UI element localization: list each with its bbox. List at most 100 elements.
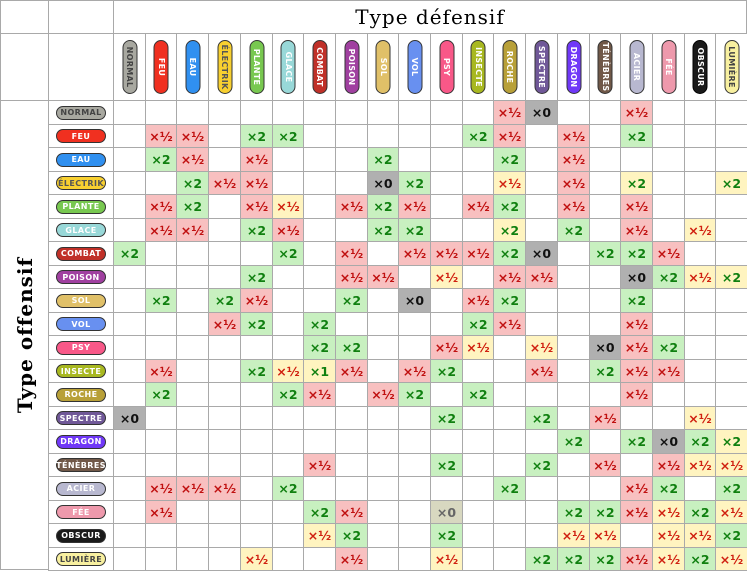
multiplier-value: ×2 bbox=[404, 175, 425, 191]
effectiveness-cell: ×½ bbox=[684, 218, 716, 242]
effectiveness-cell bbox=[462, 147, 494, 172]
effectiveness-cell bbox=[303, 124, 336, 148]
multiplier-value: ×2 bbox=[595, 551, 615, 567]
multiplier-value: ×2 bbox=[626, 128, 647, 144]
effectiveness-cell bbox=[113, 453, 146, 477]
effectiveness-cell bbox=[335, 100, 368, 125]
type-label: SOL bbox=[71, 296, 91, 305]
effectiveness-cell bbox=[113, 100, 146, 125]
type-pill: EAU bbox=[185, 40, 200, 94]
type-label: GLACE bbox=[283, 51, 293, 83]
effectiveness-cell: ×2 bbox=[240, 218, 273, 242]
effectiveness-cell: ×½ bbox=[652, 453, 685, 477]
effectiveness-cell bbox=[272, 288, 304, 313]
type-pill: NORMAL bbox=[122, 40, 137, 94]
effectiveness-cell bbox=[525, 429, 558, 454]
type-pill: OBSCUR bbox=[692, 40, 708, 94]
multiplier-value: ×2 bbox=[341, 340, 362, 355]
effectiveness-cell: ×½ bbox=[240, 147, 273, 172]
effectiveness-cell bbox=[303, 265, 336, 289]
type-label: DRAGON bbox=[60, 437, 102, 446]
effectiveness-cell: ×2 bbox=[367, 218, 399, 242]
type-label: FÉE bbox=[72, 507, 90, 517]
effectiveness-cell bbox=[557, 312, 590, 336]
type-pill: ACIER bbox=[56, 481, 106, 496]
effectiveness-cell bbox=[398, 147, 431, 172]
effectiveness-cell bbox=[208, 147, 241, 172]
effectiveness-cell bbox=[462, 218, 494, 242]
row-header-cell: EAU bbox=[48, 147, 114, 172]
column-header-cell: DRAGON bbox=[557, 33, 590, 101]
effectiveness-cell bbox=[367, 312, 399, 336]
effectiveness-cell bbox=[208, 100, 241, 125]
type-pill: FEU bbox=[56, 129, 106, 143]
effectiveness-cell: ×2 bbox=[652, 265, 685, 289]
effectiveness-cell bbox=[493, 335, 526, 360]
multiplier-value: ×2 bbox=[531, 551, 552, 567]
effectiveness-cell bbox=[462, 100, 494, 125]
multiplier-value: ×½ bbox=[149, 199, 173, 214]
type-label: PLANTE bbox=[62, 202, 100, 211]
effectiveness-cell bbox=[652, 382, 685, 407]
effectiveness-cell bbox=[525, 312, 558, 336]
effectiveness-cell bbox=[462, 406, 494, 430]
multiplier-value: ×2 bbox=[309, 504, 330, 520]
effectiveness-cell bbox=[113, 382, 146, 407]
row-header-cell: FEU bbox=[48, 124, 114, 148]
effectiveness-cell bbox=[398, 523, 431, 548]
effectiveness-cell: ×½ bbox=[176, 218, 209, 242]
effectiveness-cell: ×½ bbox=[145, 476, 177, 501]
effectiveness-cell: ×2 bbox=[652, 476, 685, 501]
effectiveness-cell: ×2 bbox=[208, 288, 241, 313]
multiplier-value: ×½ bbox=[244, 199, 269, 214]
effectiveness-cell bbox=[145, 100, 177, 125]
effectiveness-cell: ×2 bbox=[557, 547, 590, 571]
effectiveness-cell bbox=[113, 218, 146, 242]
effectiveness-cell: ×½ bbox=[620, 500, 653, 524]
multiplier-value: ×½ bbox=[656, 551, 681, 567]
multiplier-value: ×2 bbox=[373, 222, 393, 238]
effectiveness-cell bbox=[208, 265, 241, 289]
effectiveness-cell bbox=[113, 429, 146, 454]
effectiveness-cell bbox=[113, 500, 146, 524]
multiplier-value: ×0 bbox=[119, 410, 140, 426]
effectiveness-cell: ×½ bbox=[652, 523, 685, 548]
effectiveness-cell bbox=[113, 523, 146, 548]
effectiveness-cell bbox=[652, 288, 685, 313]
effectiveness-cell: ×½ bbox=[335, 265, 368, 289]
multiplier-value: ×2 bbox=[151, 387, 171, 402]
effectiveness-cell bbox=[398, 476, 431, 501]
effectiveness-cell bbox=[430, 100, 463, 125]
effectiveness-cell bbox=[176, 100, 209, 125]
multiplier-value: ×½ bbox=[371, 387, 395, 402]
effectiveness-cell bbox=[684, 241, 716, 266]
type-label: VOL bbox=[71, 319, 91, 329]
multiplier-value: ×2 bbox=[563, 434, 584, 449]
effectiveness-cell: ×½ bbox=[145, 218, 177, 242]
effectiveness-cell bbox=[557, 100, 590, 125]
effectiveness-cell bbox=[398, 265, 431, 289]
effectiveness-cell bbox=[557, 265, 590, 289]
effectiveness-cell: ×2 bbox=[398, 382, 431, 407]
multiplier-value: ×2 bbox=[436, 457, 457, 473]
effectiveness-cell: ×2 bbox=[430, 453, 463, 477]
effectiveness-cell bbox=[684, 335, 716, 360]
multiplier-value: ×½ bbox=[466, 340, 490, 355]
multiplier-value: ×½ bbox=[656, 246, 681, 261]
effectiveness-cell bbox=[367, 453, 399, 477]
multiplier-value: ×2 bbox=[278, 481, 298, 496]
effectiveness-cell bbox=[240, 476, 273, 501]
type-pill: ÉLECTRIK bbox=[217, 40, 232, 94]
effectiveness-cell: ×2 bbox=[462, 124, 494, 148]
multiplier-value: ×2 bbox=[658, 269, 679, 285]
multiplier-value: ×½ bbox=[244, 551, 269, 567]
effectiveness-cell: ×½ bbox=[652, 241, 685, 266]
effectiveness-cell bbox=[620, 406, 653, 430]
column-header-cell: PLANTE bbox=[240, 33, 273, 101]
type-label: TÉNÈBRES bbox=[56, 460, 106, 470]
type-label: FEU bbox=[156, 57, 166, 77]
multiplier-value: ×½ bbox=[719, 504, 744, 520]
effectiveness-cell bbox=[462, 523, 494, 548]
effectiveness-cell: ×½ bbox=[620, 359, 653, 383]
effectiveness-cell: ×0 bbox=[430, 500, 463, 524]
